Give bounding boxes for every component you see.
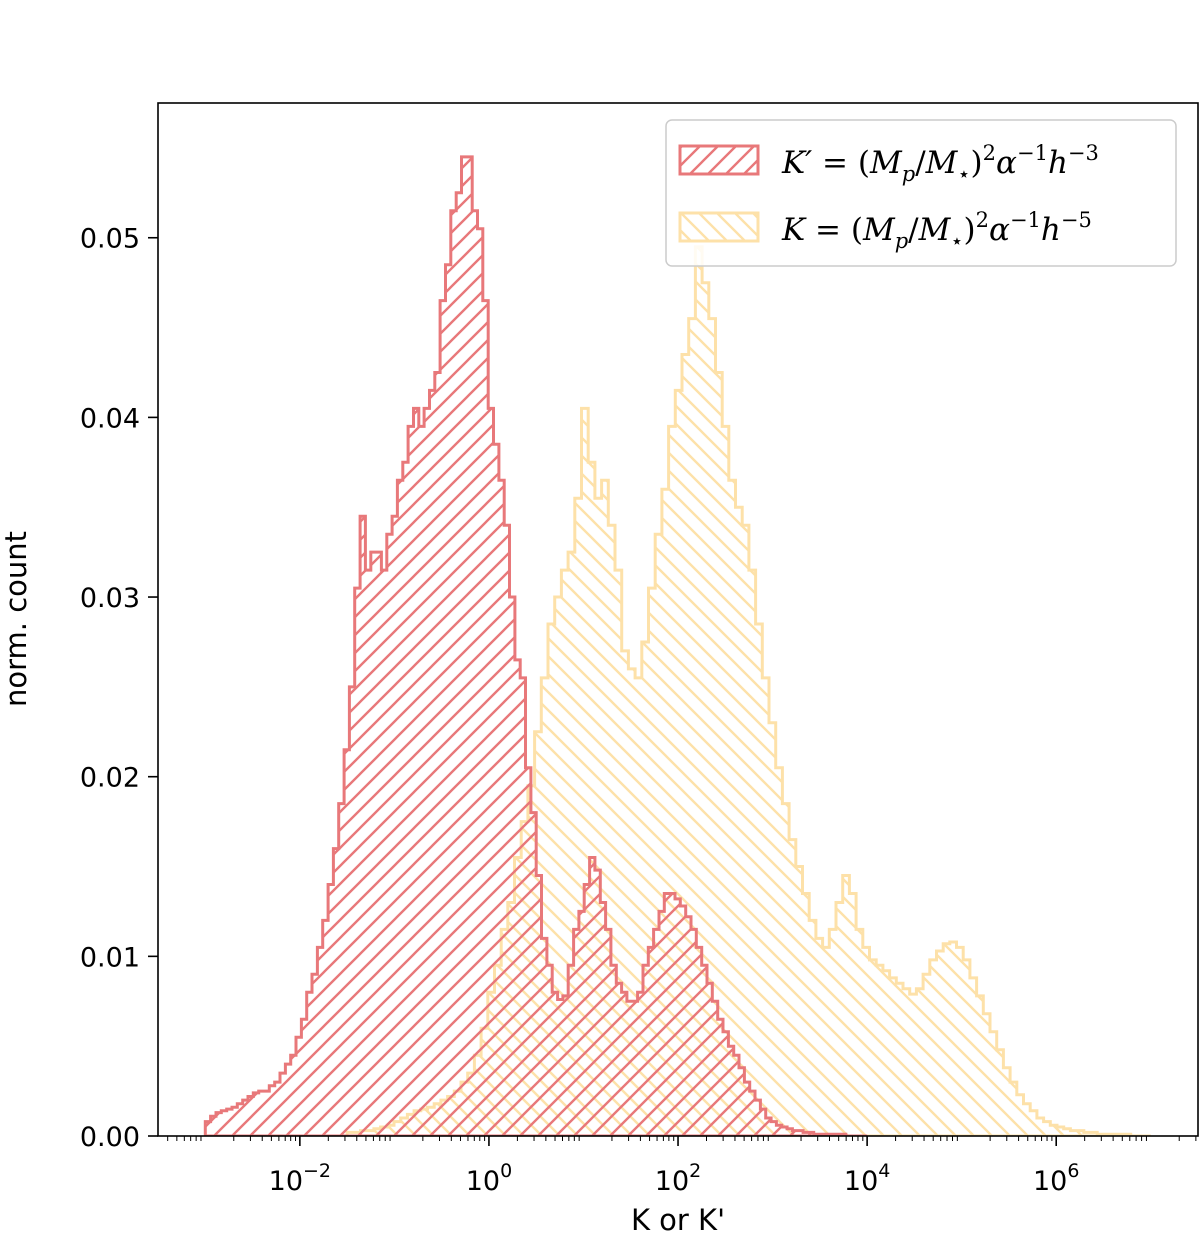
- x-tick-label: 100: [466, 1160, 512, 1197]
- legend-label: K′ = (Mp/M⋆)2α−1h−3: [781, 141, 1099, 186]
- x-tick-label: 102: [655, 1160, 701, 1197]
- y-tick-label: 0.02: [80, 763, 140, 794]
- legend-swatch: [678, 144, 760, 176]
- x-axis-label: K or K': [631, 1203, 725, 1237]
- legend-label: K = (Mp/M⋆)2α−1h−5: [781, 208, 1092, 253]
- y-tick-label: 0.01: [80, 942, 140, 973]
- y-axis-label: norm. count: [0, 531, 33, 707]
- legend: K′ = (Mp/M⋆)2α−1h−3 K = (Mp/M⋆)2α−1h−5: [665, 119, 1177, 267]
- y-tick-label: 0.03: [80, 583, 140, 614]
- x-tick-label: 10−2: [269, 1160, 331, 1197]
- legend-swatch: [678, 211, 760, 243]
- y-tick-label: 0.00: [80, 1122, 140, 1153]
- x-tick-label: 104: [844, 1160, 890, 1197]
- y-tick-label: 0.04: [80, 403, 140, 434]
- k-prime-histogram-bars: [203, 155, 868, 1136]
- x-tick-label: 106: [1033, 1160, 1079, 1197]
- y-tick-label: 0.05: [80, 224, 140, 255]
- legend-box: [665, 119, 1177, 267]
